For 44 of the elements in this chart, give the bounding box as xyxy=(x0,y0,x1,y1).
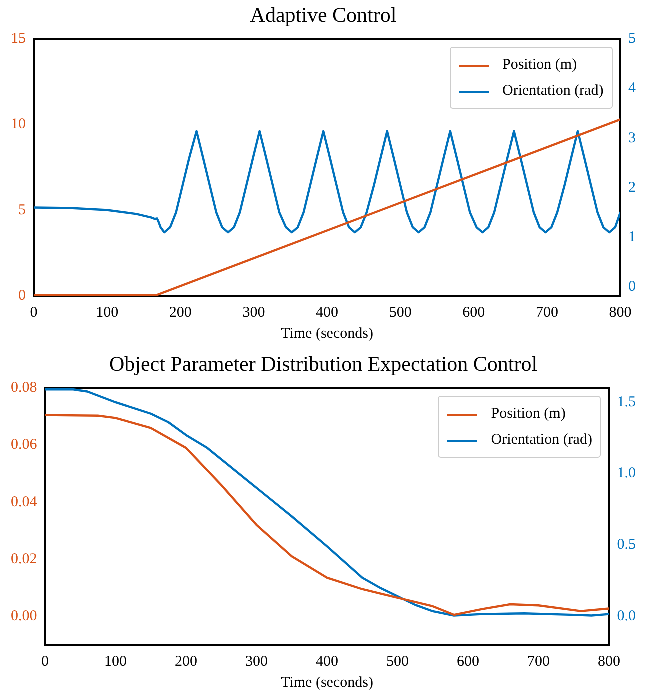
y2-tick-label: 2 xyxy=(628,180,636,196)
y-tick-label: 0 xyxy=(18,288,26,304)
x-tick-label: 700 xyxy=(536,304,558,321)
y2-tick-label: 0.0 xyxy=(617,608,636,624)
x-tick-label: 0 xyxy=(42,654,49,670)
y-tick-label: 0.06 xyxy=(11,437,38,454)
x-tick-label: 500 xyxy=(389,304,412,321)
y-tick-label: 0.08 xyxy=(11,380,38,396)
y2-tick-label: 5 xyxy=(628,31,636,48)
x-tick-label: 600 xyxy=(457,654,480,670)
x-tick-label: 200 xyxy=(169,304,192,321)
x-tick-label: 700 xyxy=(528,654,550,670)
x-axis-title: Time (seconds) xyxy=(281,326,374,342)
x-tick-label: 300 xyxy=(246,654,268,670)
y-tick-label: 15 xyxy=(11,31,26,48)
x-tick-label: 500 xyxy=(386,654,409,670)
x-axis-title: Time (seconds) xyxy=(281,674,374,691)
x-tick-label: 200 xyxy=(175,654,198,670)
chart-title: Object Parameter Distribution Expectation Control xyxy=(109,352,538,376)
legend-label: Orientation (rad) xyxy=(491,432,592,448)
x-tick-label: 300 xyxy=(242,304,266,321)
y-tick-label: 0.02 xyxy=(11,551,38,568)
y-tick-label: 5 xyxy=(18,202,26,218)
x-tick-label: 100 xyxy=(96,304,119,321)
y2-tick-label: 1.0 xyxy=(617,466,636,482)
y-tick-label: 0.00 xyxy=(11,608,38,624)
y2-tick-label: 0 xyxy=(628,279,636,296)
chart-title: Adaptive Control xyxy=(250,3,397,28)
legend-label: Position (m) xyxy=(491,406,566,422)
x-tick-label: 100 xyxy=(104,654,127,670)
x-tick-label: 600 xyxy=(462,304,486,321)
x-tick-label: 800 xyxy=(609,304,632,321)
y2-tick-label: 3 xyxy=(628,130,636,146)
x-tick-label: 400 xyxy=(316,304,338,321)
y-tick-label: 0.04 xyxy=(11,494,38,510)
x-tick-label: 400 xyxy=(316,654,338,670)
x-tick-label: 800 xyxy=(598,654,620,670)
legend-label: Position (m) xyxy=(502,57,578,74)
y-tick-label: 10 xyxy=(11,116,26,133)
y2-tick-label: 1 xyxy=(628,229,636,246)
y2-tick-label: 0.5 xyxy=(617,537,636,554)
legend-label: Orientation (rad) xyxy=(502,83,604,100)
y2-tick-label: 4 xyxy=(628,80,636,97)
y2-tick-label: 1.5 xyxy=(617,394,636,410)
